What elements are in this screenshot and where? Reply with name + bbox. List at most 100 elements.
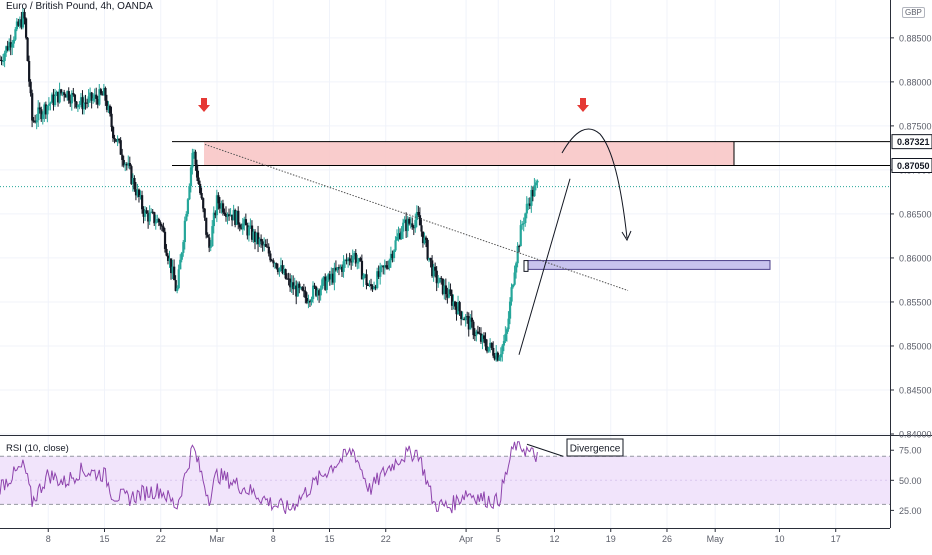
- candle-body: [145, 210, 148, 214]
- currency-badge[interactable]: GBP: [902, 7, 925, 18]
- candle-body: [492, 347, 495, 356]
- candle-body: [154, 222, 157, 224]
- candle-body: [490, 342, 493, 348]
- candle-body: [139, 195, 142, 197]
- candle-body: [189, 167, 193, 186]
- rsi-indicator-label[interactable]: RSI (10, close): [6, 443, 69, 454]
- candle-body: [14, 29, 17, 40]
- candle-body: [446, 294, 449, 298]
- candle-body: [363, 274, 367, 276]
- candle-body: [34, 120, 37, 123]
- candle-body: [453, 301, 457, 307]
- candle-body: [44, 104, 48, 115]
- candle-body: [156, 219, 159, 223]
- candle-body: [327, 274, 330, 281]
- candle-body: [151, 211, 154, 213]
- candle-body: [131, 178, 135, 184]
- candle-body: [75, 101, 78, 108]
- candle-body: [479, 333, 483, 342]
- divergence-label: Divergence: [570, 444, 621, 455]
- candle-body: [6, 46, 9, 51]
- candle-body: [238, 224, 241, 228]
- candle-body: [86, 102, 89, 104]
- candle-body: [295, 285, 298, 297]
- candle-body: [215, 195, 219, 216]
- candle-body: [3, 52, 6, 61]
- candle-body: [107, 105, 110, 110]
- candle-body: [478, 333, 481, 335]
- candle-body: [21, 11, 25, 28]
- candle-body: [122, 159, 125, 166]
- candle-body: [176, 288, 179, 291]
- candle-body: [81, 97, 84, 110]
- candle-body: [63, 92, 66, 96]
- candle-body: [243, 219, 246, 224]
- price-tick-label: 0.85000: [899, 341, 932, 351]
- candle-body: [414, 220, 417, 229]
- candle-body: [342, 261, 345, 272]
- candle-body: [234, 210, 237, 225]
- candle-body: [371, 286, 374, 289]
- candle-body: [26, 37, 29, 62]
- candle-body: [293, 285, 296, 290]
- candle-body: [325, 280, 328, 290]
- candle-body: [310, 299, 313, 303]
- candle-body: [460, 311, 463, 319]
- candle-body: [388, 260, 391, 268]
- candle-body: [487, 347, 490, 352]
- candle-body: [357, 258, 361, 263]
- candle-body: [344, 259, 347, 262]
- candle-body: [157, 219, 161, 223]
- candle-body: [18, 19, 22, 26]
- candle-body: [373, 286, 376, 289]
- candle-body: [273, 263, 277, 265]
- candle-body: [507, 318, 510, 330]
- candle-body: [15, 21, 19, 30]
- candle-body: [441, 278, 444, 294]
- candle-body: [61, 92, 64, 94]
- candle-body: [40, 109, 43, 120]
- candle-body: [348, 258, 351, 262]
- candle-body: [438, 277, 441, 283]
- candle-body: [534, 182, 538, 186]
- candle-body: [162, 226, 165, 232]
- candle-body: [150, 211, 153, 213]
- candle-body: [31, 93, 34, 121]
- price-tick-label: 0.88000: [899, 77, 932, 87]
- projection-arrowhead: [621, 230, 632, 242]
- candle-body: [142, 209, 145, 217]
- candle-body: [458, 302, 461, 312]
- candle-body: [428, 257, 431, 260]
- drawing-layer: Divergence: [198, 98, 632, 457]
- candle-body: [505, 329, 509, 334]
- candle-body: [58, 89, 61, 103]
- candle-body: [435, 270, 438, 284]
- candle-body: [457, 302, 460, 315]
- candle-body: [409, 223, 412, 225]
- candle-body: [484, 338, 487, 347]
- resistance-zone: [204, 141, 734, 166]
- candle-body: [392, 250, 396, 259]
- time-tick-label: 8: [271, 534, 276, 544]
- candle-body: [231, 214, 234, 221]
- candle-body: [359, 258, 362, 261]
- candle-body: [521, 223, 524, 226]
- candle-body: [133, 178, 136, 190]
- time-tick-label: 12: [549, 534, 559, 544]
- price-label-box: [891, 158, 932, 174]
- candle-body: [84, 102, 87, 104]
- candle-body: [57, 91, 60, 103]
- candle-body: [380, 265, 383, 267]
- candle-body: [180, 252, 183, 260]
- price-tick-label: 0.86000: [899, 253, 932, 263]
- candle-body: [301, 287, 304, 291]
- divergence-label-box: [566, 438, 624, 457]
- candle-body: [35, 120, 38, 123]
- price-tick-label: 0.85500: [899, 297, 932, 307]
- candle-body: [220, 203, 223, 209]
- candle-body: [444, 285, 448, 295]
- candle-body: [263, 244, 266, 246]
- candle-body: [206, 234, 209, 238]
- candle-body: [9, 42, 12, 48]
